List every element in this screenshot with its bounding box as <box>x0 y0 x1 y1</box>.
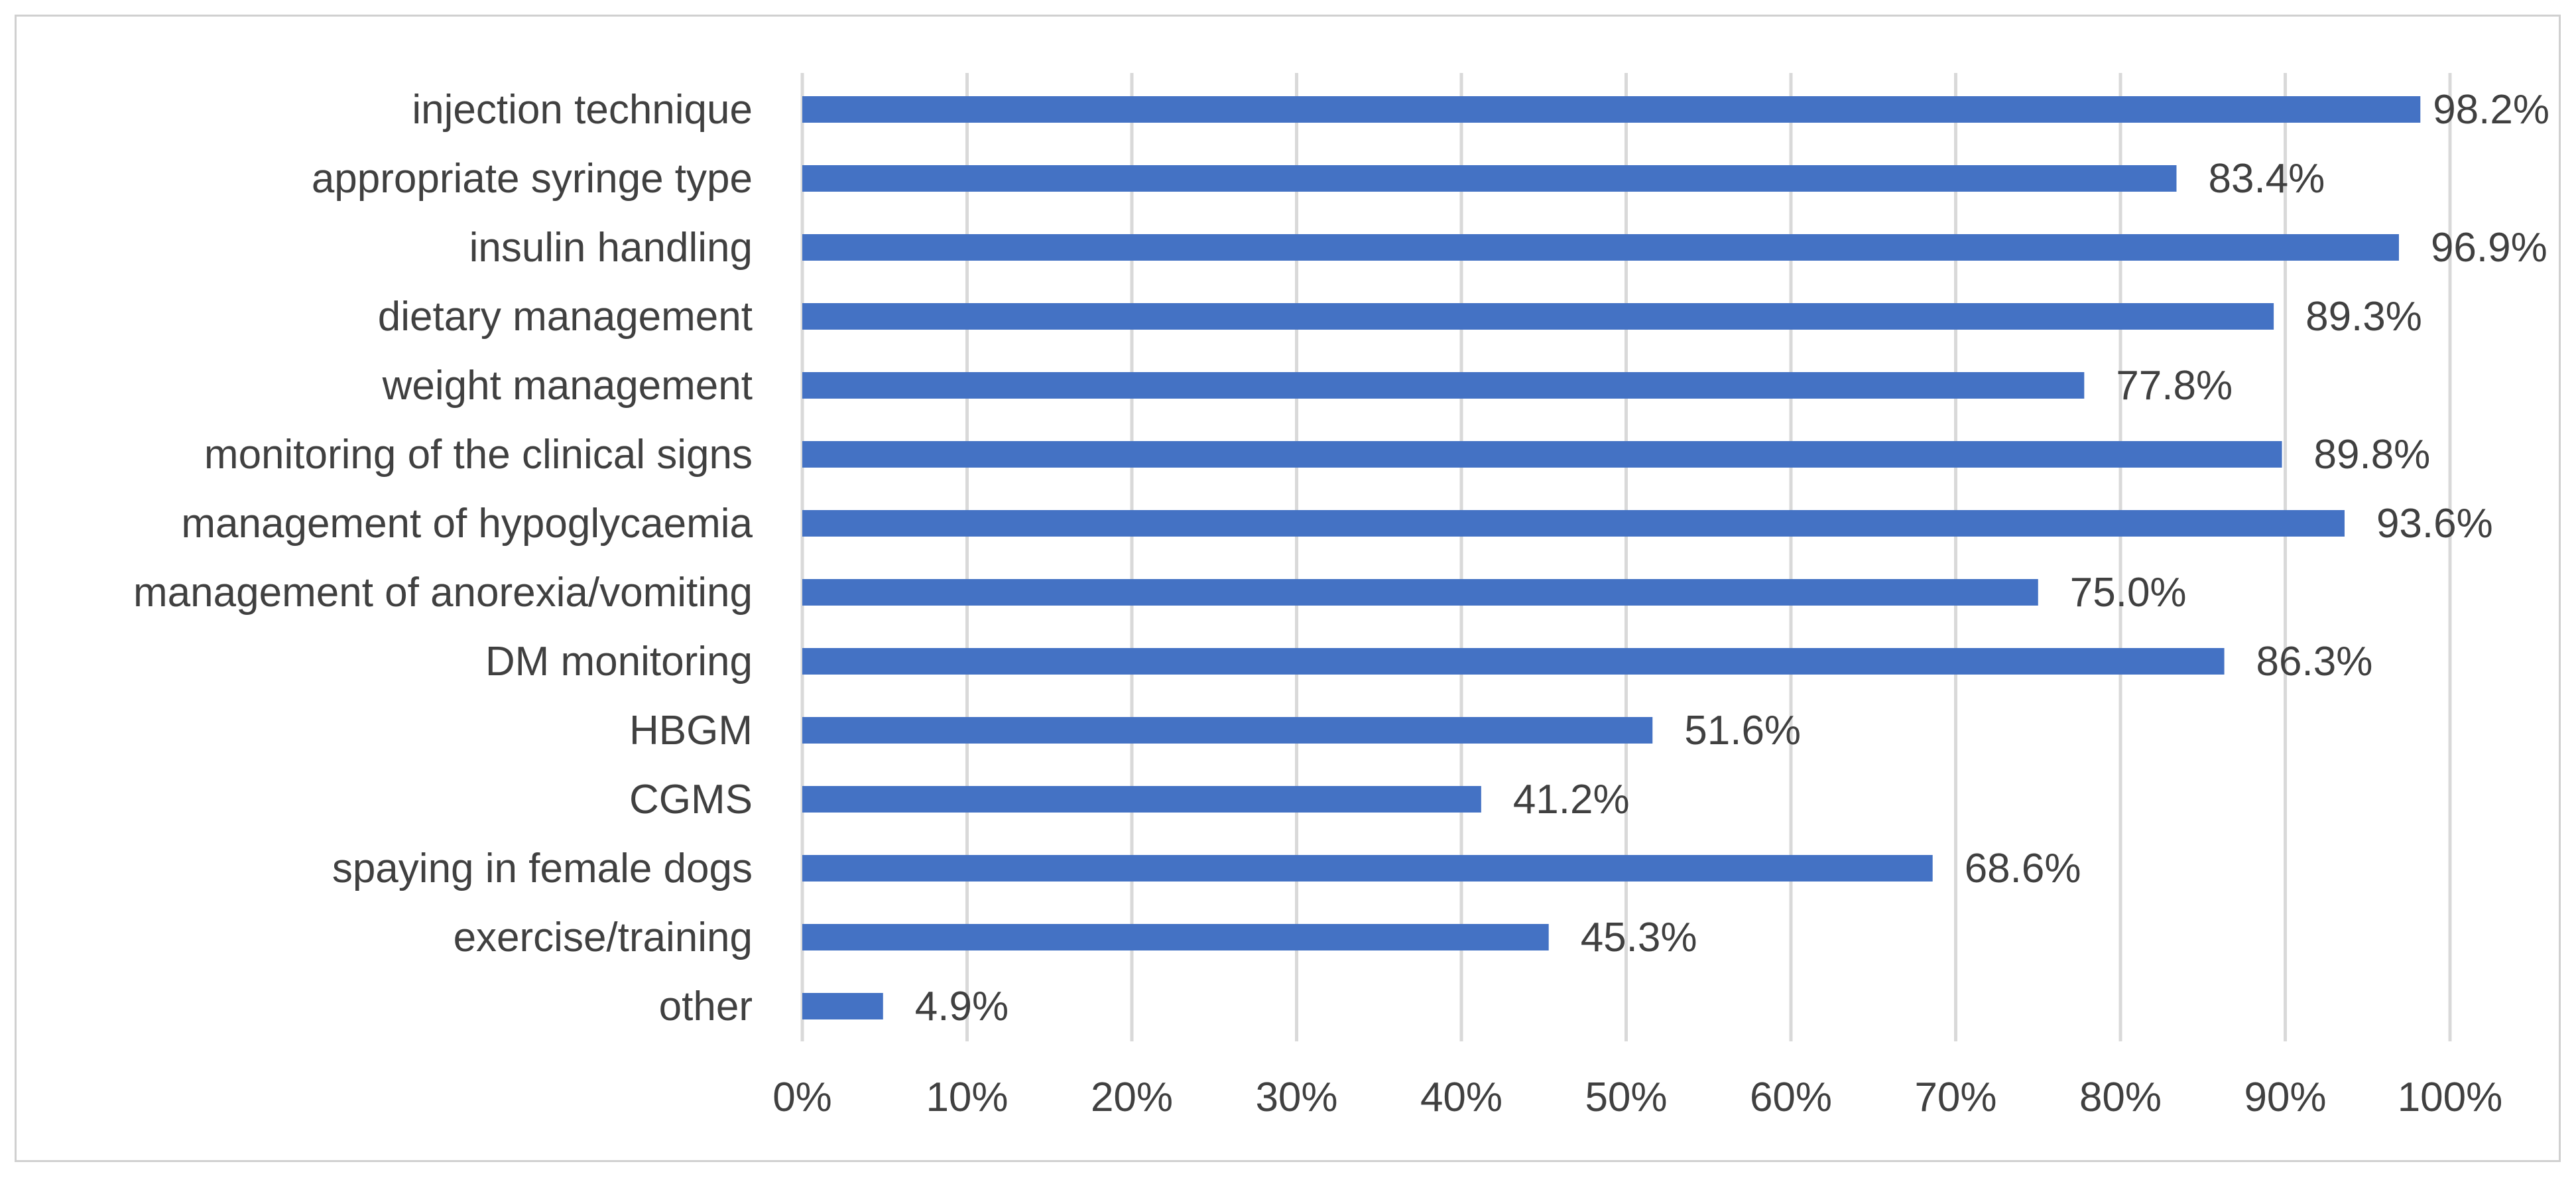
bar <box>802 924 1549 950</box>
bar <box>802 96 2421 123</box>
x-tick-label: 90% <box>2244 1075 2326 1120</box>
data-label: 83.4% <box>2208 156 2325 202</box>
bars <box>802 96 2421 1019</box>
bar <box>802 579 2038 606</box>
category-label: appropriate syringe type <box>312 156 753 202</box>
data-label: 98.2% <box>2433 87 2549 133</box>
x-tick-label: 0% <box>772 1075 832 1120</box>
data-label: 77.8% <box>2116 363 2233 409</box>
x-tick-label: 70% <box>1914 1075 1996 1120</box>
bar <box>802 717 1653 744</box>
bar <box>802 993 883 1019</box>
data-label: 41.2% <box>1513 777 1630 822</box>
category-label: monitoring of the clinical signs <box>204 432 753 478</box>
bar <box>802 648 2225 675</box>
bar <box>802 786 1481 813</box>
bar <box>802 510 2345 537</box>
data-label: 96.9% <box>2431 225 2547 271</box>
x-tick-label: 30% <box>1255 1075 1337 1120</box>
bar-chart: injection technique appropriate syringe t… <box>133 73 2549 1120</box>
x-tick-label: 40% <box>1420 1075 1503 1120</box>
data-label: 51.6% <box>1684 708 1801 753</box>
category-label: CGMS <box>629 777 753 822</box>
data-label: 89.8% <box>2314 432 2431 478</box>
data-label: 45.3% <box>1581 915 1697 960</box>
x-axis-ticks: 0% 10% 20% 30% 40% 50% 60% 70% 80% 90% 100% <box>772 1075 2502 1120</box>
category-label: insulin handling <box>469 225 753 271</box>
data-label: 68.6% <box>1965 846 2081 891</box>
x-tick-label: 10% <box>926 1075 1008 1120</box>
x-tick-label: 60% <box>1750 1075 1832 1120</box>
category-label: spaying in female dogs <box>332 846 753 891</box>
x-tick-label: 80% <box>2079 1075 2162 1120</box>
x-tick-label: 100% <box>2398 1075 2503 1120</box>
category-labels: injection technique appropriate syringe t… <box>133 87 753 1029</box>
category-label: DM monitoring <box>485 639 753 685</box>
category-label: weight management <box>382 363 753 409</box>
category-label: injection technique <box>412 87 753 133</box>
category-label: management of hypoglycaemia <box>181 501 753 547</box>
category-label: dietary management <box>378 294 753 340</box>
data-label: 86.3% <box>2256 639 2373 685</box>
gridlines <box>800 73 2452 1041</box>
bar <box>802 165 2177 192</box>
data-label: 89.3% <box>2305 294 2422 340</box>
category-label: HBGM <box>629 708 753 753</box>
bar <box>802 372 2085 399</box>
bar <box>802 303 2274 330</box>
chart-frame: injection technique appropriate syringe t… <box>15 15 2561 1162</box>
bar <box>802 855 1933 882</box>
data-label: 75.0% <box>2070 570 2187 616</box>
bar <box>802 441 2282 468</box>
data-label: 93.6% <box>2376 501 2493 547</box>
x-tick-label: 50% <box>1585 1075 1667 1120</box>
category-label: exercise/training <box>454 915 753 960</box>
x-tick-label: 20% <box>1091 1075 1173 1120</box>
value-labels: 98.2% 83.4% 96.9%89.3% 77.8% 89.8% 93.6% 75.0%… <box>915 87 2549 1029</box>
category-label: other <box>659 984 753 1029</box>
category-label: management of anorexia/vomiting <box>133 570 753 616</box>
bar <box>802 234 2399 261</box>
data-label: 4.9% <box>915 984 1009 1029</box>
